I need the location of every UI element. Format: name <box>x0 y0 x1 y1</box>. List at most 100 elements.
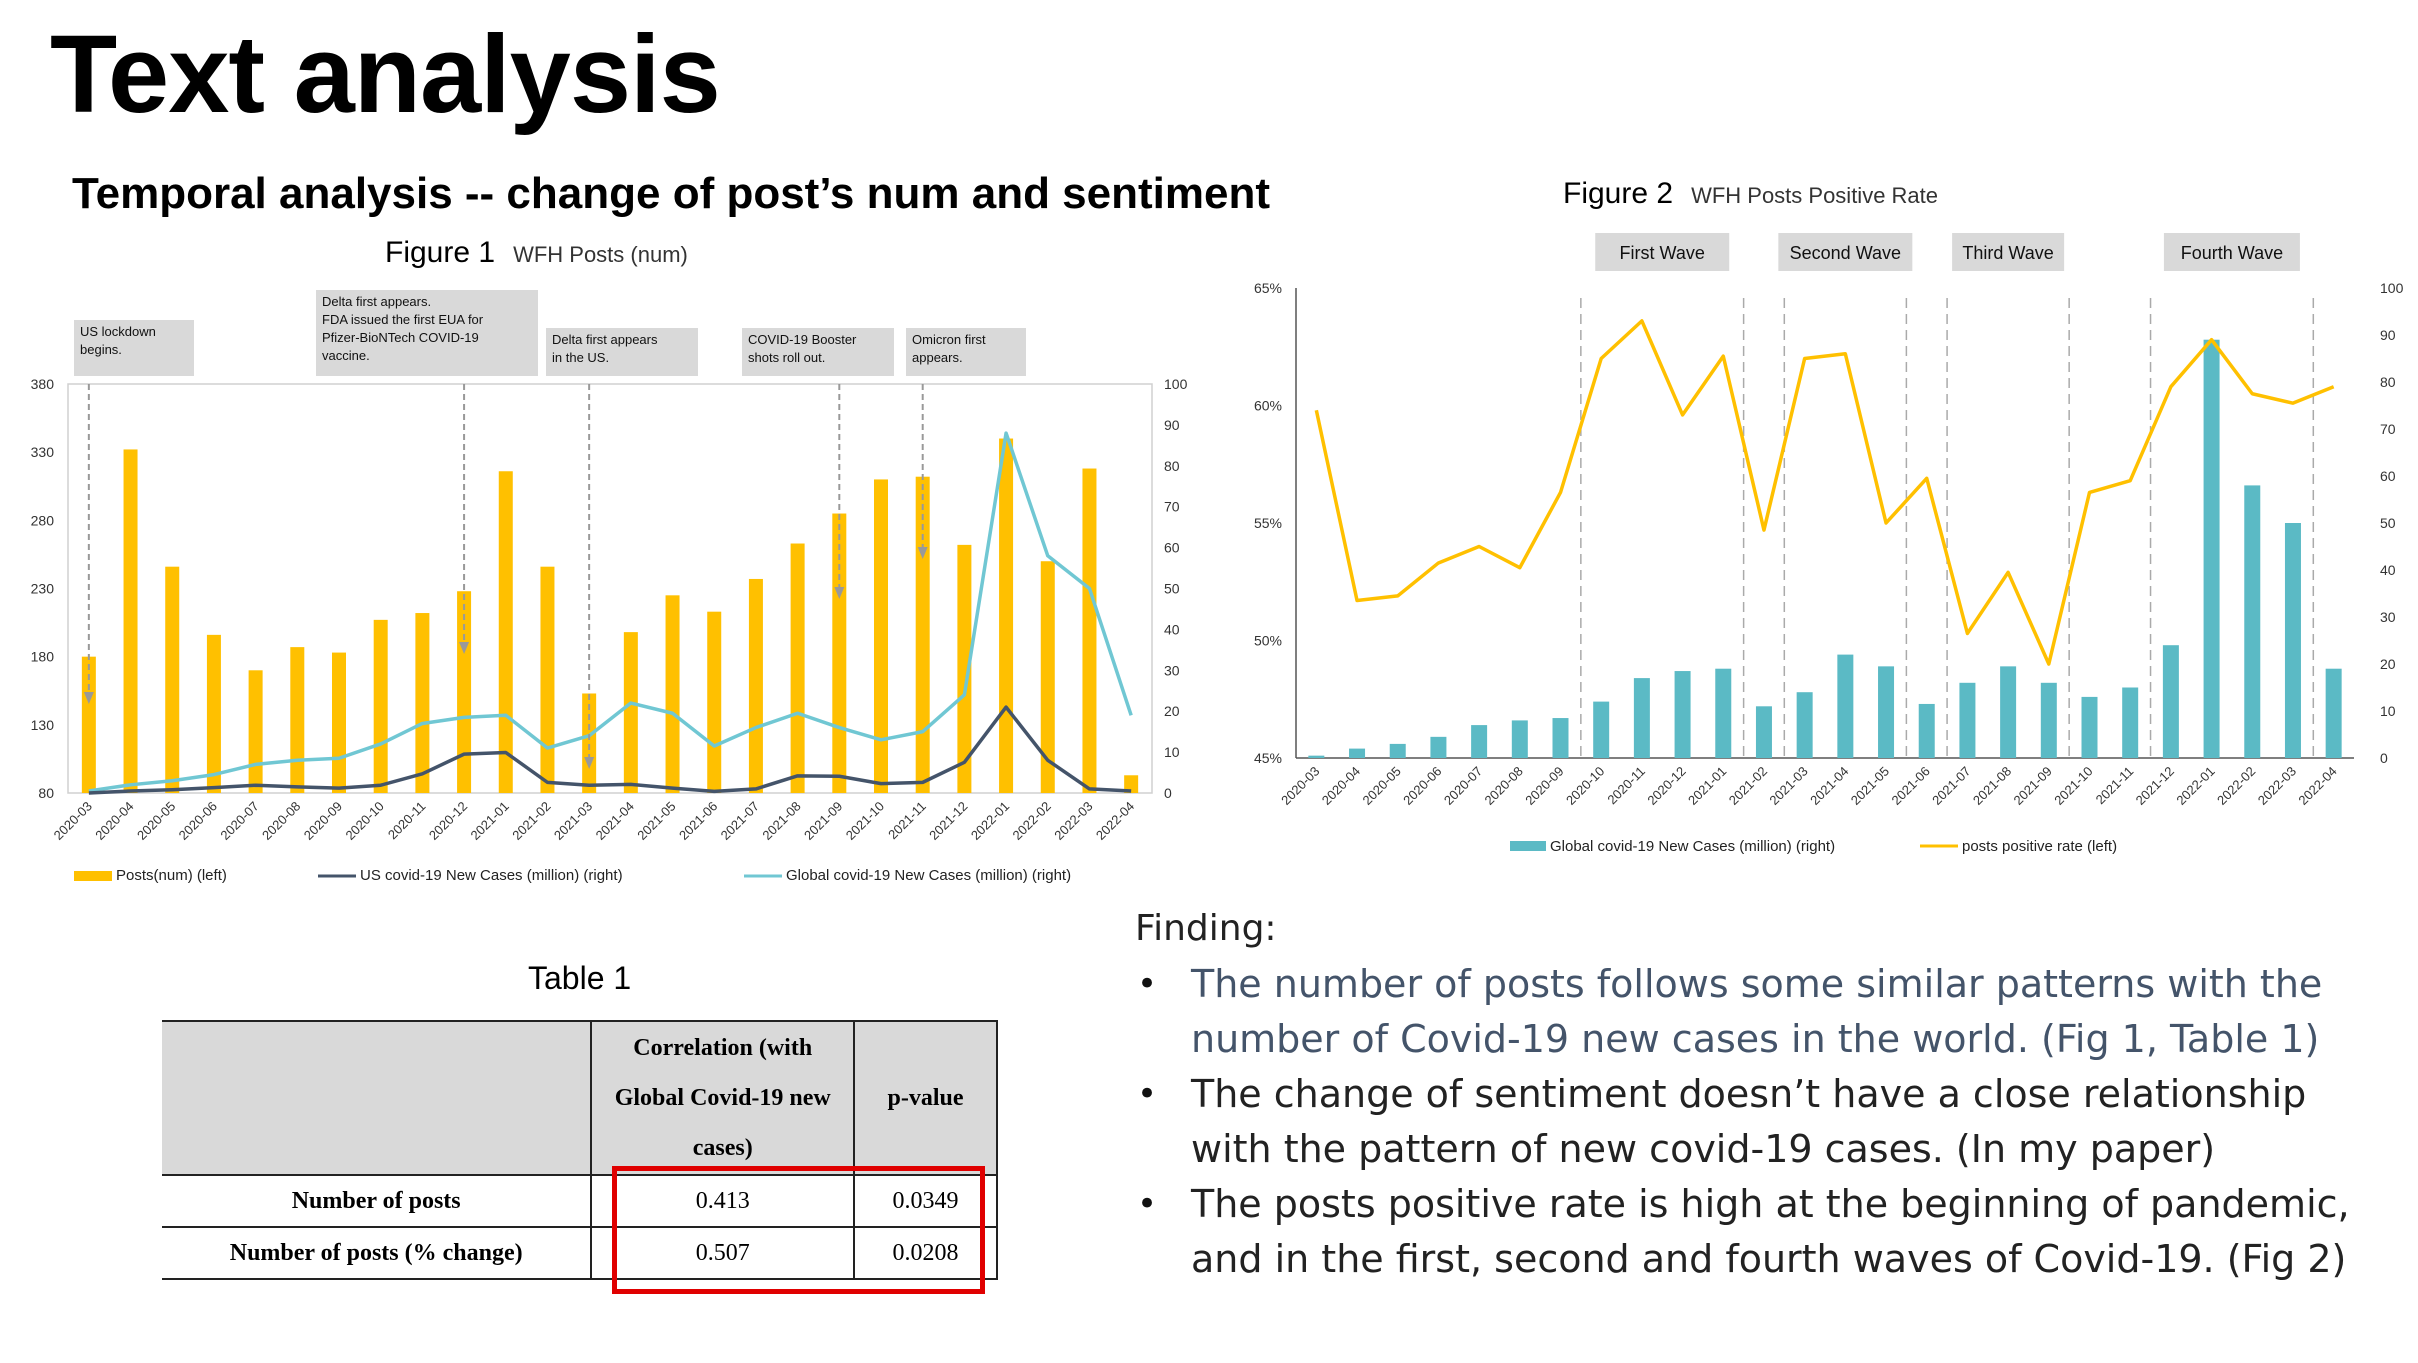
y-right-tick: 60 <box>1164 540 1180 556</box>
y-left-tick: 50% <box>1254 633 1282 649</box>
figure1-caption: WFH Posts (num) <box>513 242 688 267</box>
y-right-tick: 20 <box>1164 703 1180 719</box>
p-value: 0.0208 <box>853 1226 998 1280</box>
global-cases-bar <box>1959 682 1976 758</box>
annotation-arrowhead <box>917 547 928 559</box>
y-right-tick: 90 <box>2380 327 2396 343</box>
y-right-tick: 80 <box>2380 374 2396 390</box>
x-tick-label: 2021-12 <box>926 799 970 843</box>
x-tick-label: 2021-08 <box>1970 764 2014 808</box>
x-tick-label: 2022-04 <box>2295 764 2339 808</box>
global-cases-bar <box>2122 687 2139 758</box>
annotation-text: vaccine. <box>322 348 370 363</box>
global-cases-bar <box>1389 743 1406 758</box>
wave-label-box <box>1778 233 1913 271</box>
y-left-tick: 280 <box>31 512 55 528</box>
p-value: 0.0349 <box>853 1174 998 1228</box>
legend-swatch-posts <box>74 871 112 881</box>
y-right-tick: 100 <box>2380 280 2404 296</box>
posts-bar <box>707 611 722 793</box>
posts-bar <box>915 476 930 793</box>
y-right-tick: 50 <box>2380 515 2396 531</box>
highlight-box <box>612 1166 985 1294</box>
annotation-text: Omicron first <box>912 332 986 347</box>
x-tick-label: 2020-07 <box>1441 764 1485 808</box>
y-right-tick: 60 <box>2380 468 2396 484</box>
x-tick-label: 2020-08 <box>1482 764 1526 808</box>
annotation-text: FDA issued the first EUA for <box>322 312 484 327</box>
y-right-tick: 70 <box>2380 421 2396 437</box>
posts-bar <box>290 647 305 793</box>
y-left-tick: 180 <box>31 649 55 665</box>
posts-bar <box>332 652 346 793</box>
annotation-arrowhead <box>459 642 470 654</box>
x-tick-label: 2021-03 <box>551 799 595 843</box>
y-left-tick: 130 <box>31 717 55 733</box>
annotation-box <box>316 290 538 376</box>
posts-bar <box>874 479 888 793</box>
wave-label: Second Wave <box>1790 243 1901 263</box>
x-tick-label: 2021-07 <box>1929 764 1973 808</box>
global-cases-bar <box>1674 671 1691 758</box>
x-tick-label: 2020-11 <box>385 799 429 843</box>
legend-label: posts positive rate (left) <box>1962 838 2117 855</box>
posts-bar <box>415 613 430 793</box>
x-tick-label: 2020-04 <box>1319 764 1363 808</box>
correlation-value: 0.507 <box>590 1226 856 1280</box>
x-tick-label: 2021-07 <box>718 799 762 843</box>
table-header-blank <box>162 1020 593 1176</box>
figure2-number: Figure 2 <box>1563 177 1674 210</box>
posts-bar <box>248 670 263 793</box>
x-tick-label: 2021-09 <box>2011 764 2055 808</box>
plot-frame <box>67 383 1153 794</box>
annotation-text: shots roll out. <box>748 350 825 365</box>
y-right-tick: 100 <box>1164 376 1188 392</box>
wave-label: First Wave <box>1620 243 1705 263</box>
annotation-box <box>546 328 698 376</box>
annotation-text: begins. <box>80 342 122 357</box>
finding-bullet: The number of posts follows some similar… <box>1137 957 2395 1067</box>
x-tick-label: 2020-12 <box>426 799 470 843</box>
y-right-tick: 70 <box>1164 499 1180 515</box>
wave-label: Third Wave <box>1962 243 2053 263</box>
x-tick-label: 2020-08 <box>259 799 303 843</box>
global-cases-bar <box>2203 339 2220 758</box>
global-cases-bar <box>1633 678 1650 758</box>
annotation-text: in the US. <box>552 350 609 365</box>
finding-section: Finding: The number of posts follows som… <box>1135 908 2395 1287</box>
posts-bar <box>665 595 680 793</box>
posts-bar <box>582 693 597 793</box>
annotation-arrowhead <box>83 692 94 704</box>
posts-bar <box>123 449 138 793</box>
x-tick-label: 2020-12 <box>1644 764 1688 808</box>
global-cases-bar <box>1593 701 1610 758</box>
posts-bar <box>206 634 221 793</box>
posts-bar <box>999 438 1014 793</box>
y-right-tick: 40 <box>1164 621 1180 637</box>
x-tick-label: 2021-03 <box>1766 764 1810 808</box>
x-tick-label: 2020-03 <box>51 799 95 843</box>
annotation-arrowhead <box>834 587 845 599</box>
x-tick-label: 2020-07 <box>217 799 261 843</box>
global-cases-bar <box>2162 645 2179 758</box>
x-tick-label: 2022-01 <box>968 799 1012 843</box>
y-right-tick: 40 <box>2380 562 2396 578</box>
finding-bullet: The change of sentiment doesn’t have a c… <box>1137 1067 2395 1177</box>
posts-bar <box>373 619 388 793</box>
us-cases-line <box>88 705 1132 795</box>
annotation-text: US lockdown <box>80 324 156 339</box>
wave-label-box <box>2163 233 2300 271</box>
global-cases-bar <box>2040 682 2057 758</box>
figure2-chart: 45% 50% 55% 60% 65% 0 10 20 30 40 50 60 70 80 90 100 Fir… <box>1254 233 2404 855</box>
y-right-tick: 0 <box>2380 750 2388 766</box>
wave-label-box <box>1952 233 2065 271</box>
legend-label: Global covid-19 New Cases (million) (rig… <box>1550 838 1835 855</box>
x-tick-label: 2020-04 <box>92 799 136 843</box>
correlation-table: Correlation (with Global Covid-19 new ca… <box>162 1020 998 1280</box>
y-right-tick: 20 <box>2380 656 2396 672</box>
posts-bar <box>748 578 763 793</box>
x-tick-label: 2020-06 <box>176 799 220 843</box>
table1-title: Table 1 <box>528 960 632 996</box>
x-tick-label: 2021-09 <box>801 799 845 843</box>
wave-label: Fourth Wave <box>2181 243 2283 263</box>
